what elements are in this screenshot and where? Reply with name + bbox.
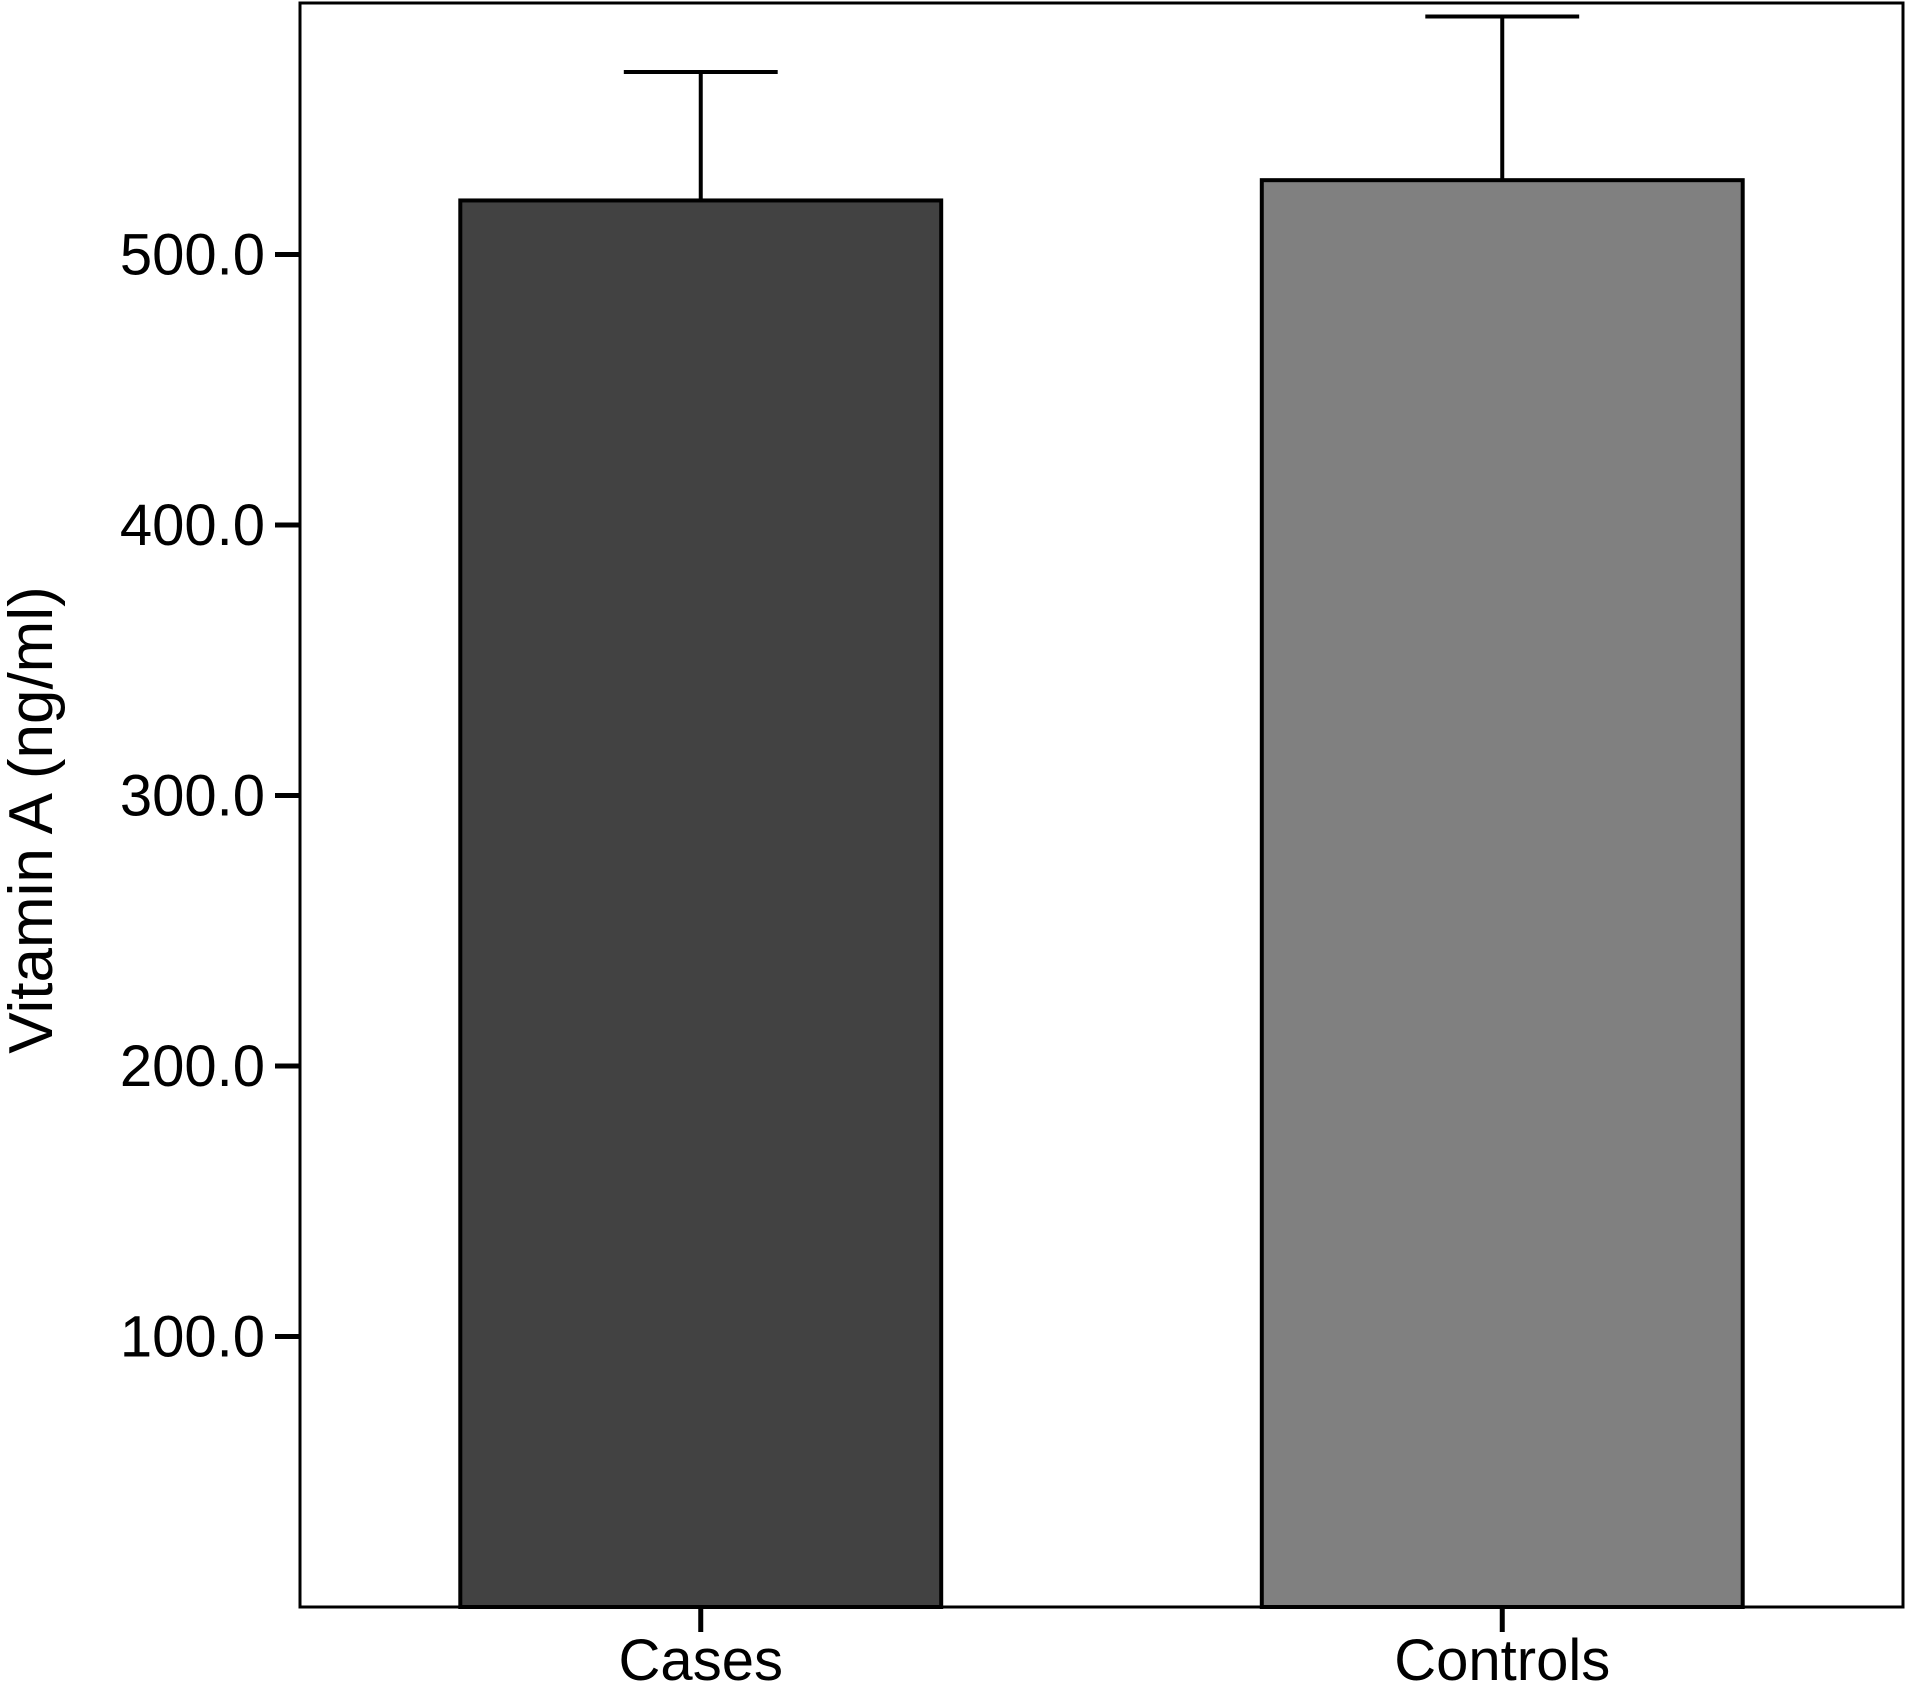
plot-frame [298,1,1905,1609]
y-axis-title: Vitamin A (ng/ml) [0,586,66,1053]
bars-layer [458,178,1745,1610]
y-tick-label: 300.0 [120,764,265,829]
bar [458,198,944,1609]
x-tick-label: Cases [619,1628,783,1683]
y-axis: 100.0 200.0 300.0 400.0 500.0 [120,223,300,1370]
x-tick-label: Controls [1394,1628,1610,1683]
error-bars-layer [623,14,1580,201]
y-tick-label: 100.0 [120,1305,265,1370]
y-tick-label: 200.0 [120,1034,265,1099]
x-axis: Cases Controls [619,1607,1610,1683]
y-tick-label: 500.0 [120,223,265,288]
y-tick-label: 400.0 [120,493,265,558]
bar [1259,178,1745,1610]
